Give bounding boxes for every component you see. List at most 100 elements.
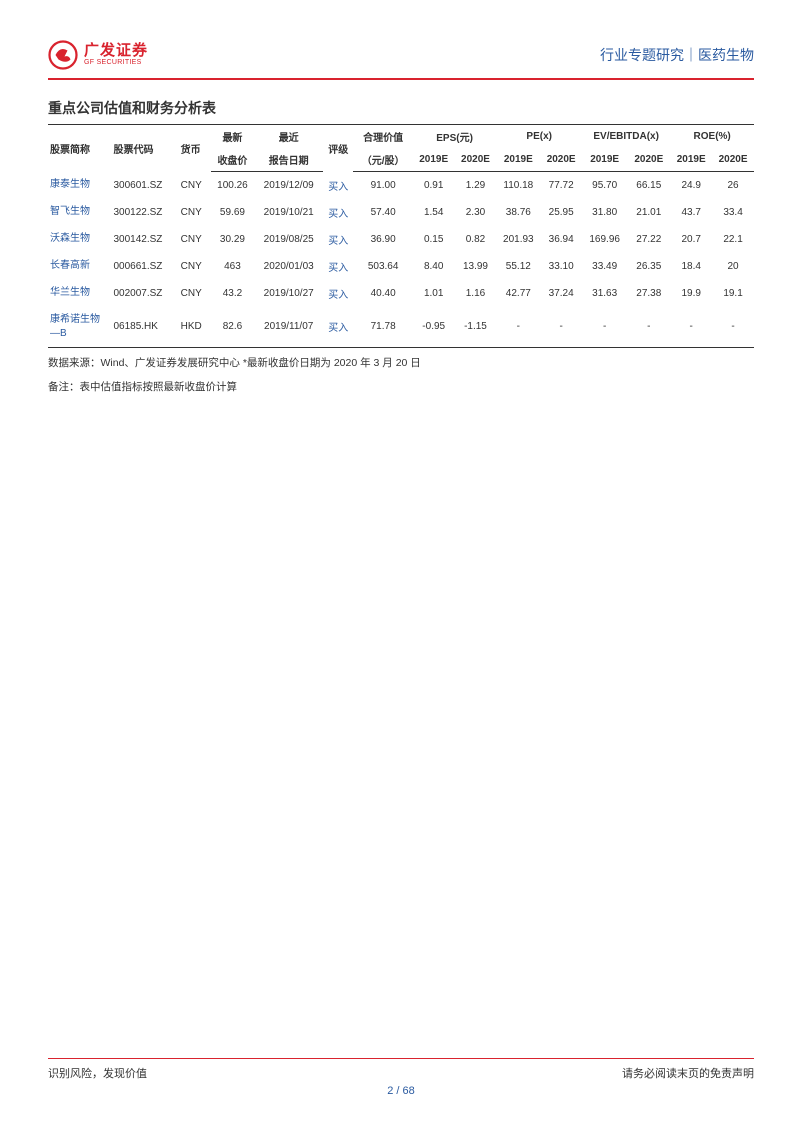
table-cell: 2019/12/09 (254, 172, 323, 199)
valuation-table-wrap: 股票简称 股票代码 货币 最新 最近 评级 合理价值 EPS(元) PE(x) … (48, 124, 754, 348)
table-cell: 33.4 (712, 199, 754, 226)
table-cell: 169.96 (582, 226, 627, 253)
table-cell: 82.6 (211, 307, 255, 348)
col-report-bot: 报告日期 (254, 148, 323, 172)
col-code: 股票代码 (111, 125, 178, 172)
valuation-table: 股票简称 股票代码 货币 最新 最近 评级 合理价值 EPS(元) PE(x) … (48, 124, 754, 348)
table-cell: 27.22 (627, 226, 670, 253)
table-row: 沃森生物300142.SZCNY30.292019/08/25买入36.900.… (48, 226, 754, 253)
table-cell: 40.40 (353, 280, 412, 307)
table-body: 康泰生物300601.SZCNY100.262019/12/09买入91.000… (48, 172, 754, 348)
table-cell: 110.18 (496, 172, 540, 199)
table-cell: 买入 (323, 307, 353, 348)
table-cell: 1.01 (413, 280, 455, 307)
table-row: 长春高新000661.SZCNY4632020/01/03买入503.648.4… (48, 253, 754, 280)
table-cell: 38.76 (496, 199, 540, 226)
col-roe: ROE(%) (670, 125, 754, 149)
table-cell: 买入 (323, 226, 353, 253)
col-currency: 货币 (179, 125, 211, 172)
table-remark-note: 备注：表中估值指标按照最新收盘价计算 (48, 378, 754, 397)
table-row: 智飞生物300122.SZCNY59.692019/10/21买入57.401.… (48, 199, 754, 226)
table-cell: 买入 (323, 280, 353, 307)
col-pe-20: 2020E (540, 148, 582, 172)
table-cell: 2.30 (455, 199, 497, 226)
table-cell: CNY (179, 280, 211, 307)
col-fv-bot: （元/股） (353, 148, 412, 172)
footer-left-text: 识别风险，发现价值 (48, 1065, 147, 1081)
page-number: 2 / 68 (48, 1085, 754, 1097)
table-cell: 2019/08/25 (254, 226, 323, 253)
table-cell: 20 (712, 253, 754, 280)
table-cell: 19.1 (712, 280, 754, 307)
col-name: 股票简称 (48, 125, 111, 172)
table-cell: 康希诺生物—B (48, 307, 111, 348)
table-cell: 13.99 (455, 253, 497, 280)
table-cell: - (540, 307, 582, 348)
footer-divider (48, 1058, 754, 1059)
table-cell: - (712, 307, 754, 348)
col-price-top: 最新 (211, 125, 255, 149)
table-cell: 33.10 (540, 253, 582, 280)
table-cell: 华兰生物 (48, 280, 111, 307)
page-footer: 识别风险，发现价值 请务必阅读末页的免责声明 2 / 68 (48, 1058, 754, 1097)
table-cell: 36.94 (540, 226, 582, 253)
table-cell: 36.90 (353, 226, 412, 253)
table-cell: 1.54 (413, 199, 455, 226)
table-cell: 沃森生物 (48, 226, 111, 253)
col-eps-20: 2020E (455, 148, 497, 172)
table-cell: CNY (179, 253, 211, 280)
table-cell: 24.9 (670, 172, 712, 199)
logo-text: 广发证券 GF SECURITIES (84, 43, 148, 67)
page-sep: / (393, 1085, 402, 1097)
table-cell: 31.63 (582, 280, 627, 307)
table-cell: 31.80 (582, 199, 627, 226)
table-cell: - (627, 307, 670, 348)
table-cell: 59.69 (211, 199, 255, 226)
table-cell: 43.7 (670, 199, 712, 226)
table-cell: - (670, 307, 712, 348)
col-ev-20: 2020E (627, 148, 670, 172)
table-cell: 002007.SZ (111, 280, 178, 307)
table-cell: 19.9 (670, 280, 712, 307)
table-cell: 2019/10/21 (254, 199, 323, 226)
table-cell: 91.00 (353, 172, 412, 199)
table-cell: 95.70 (582, 172, 627, 199)
logo-cn: 广发证券 (84, 43, 148, 60)
table-cell: 长春高新 (48, 253, 111, 280)
table-cell: 43.2 (211, 280, 255, 307)
table-source-note: 数据来源：Wind、广发证券发展研究中心 *最新收盘价日期为 2020 年 3 … (48, 354, 754, 373)
table-cell: 57.40 (353, 199, 412, 226)
table-cell: 2019/10/27 (254, 280, 323, 307)
col-roe-20: 2020E (712, 148, 754, 172)
table-cell: 100.26 (211, 172, 255, 199)
col-ev-19: 2019E (582, 148, 627, 172)
table-cell: 2020/01/03 (254, 253, 323, 280)
table-cell: 0.15 (413, 226, 455, 253)
table-cell: 2019/11/07 (254, 307, 323, 348)
table-cell: 康泰生物 (48, 172, 111, 199)
table-cell: 0.82 (455, 226, 497, 253)
table-cell: 201.93 (496, 226, 540, 253)
table-cell: 300142.SZ (111, 226, 178, 253)
col-report-top: 最近 (254, 125, 323, 149)
table-cell: 55.12 (496, 253, 540, 280)
page-header: 广发证券 GF SECURITIES 行业专题研究｜医药生物 (48, 40, 754, 80)
footer-right-text: 请务必阅读末页的免责声明 (622, 1065, 754, 1081)
table-cell: 21.01 (627, 199, 670, 226)
table-cell: 300122.SZ (111, 199, 178, 226)
table-cell: 503.64 (353, 253, 412, 280)
table-row: 华兰生物002007.SZCNY43.22019/10/27买入40.401.0… (48, 280, 754, 307)
table-cell: 42.77 (496, 280, 540, 307)
table-cell: 22.1 (712, 226, 754, 253)
table-cell: 37.24 (540, 280, 582, 307)
document-page: 广发证券 GF SECURITIES 行业专题研究｜医药生物 重点公司估值和财务… (0, 0, 802, 1133)
table-cell: CNY (179, 172, 211, 199)
logo-icon (48, 40, 78, 70)
table-cell: -0.95 (413, 307, 455, 348)
table-cell: 71.78 (353, 307, 412, 348)
col-eps: EPS(元) (413, 125, 497, 149)
table-cell: 买入 (323, 172, 353, 199)
table-cell: 26.35 (627, 253, 670, 280)
table-cell: 智飞生物 (48, 199, 111, 226)
table-cell: CNY (179, 199, 211, 226)
